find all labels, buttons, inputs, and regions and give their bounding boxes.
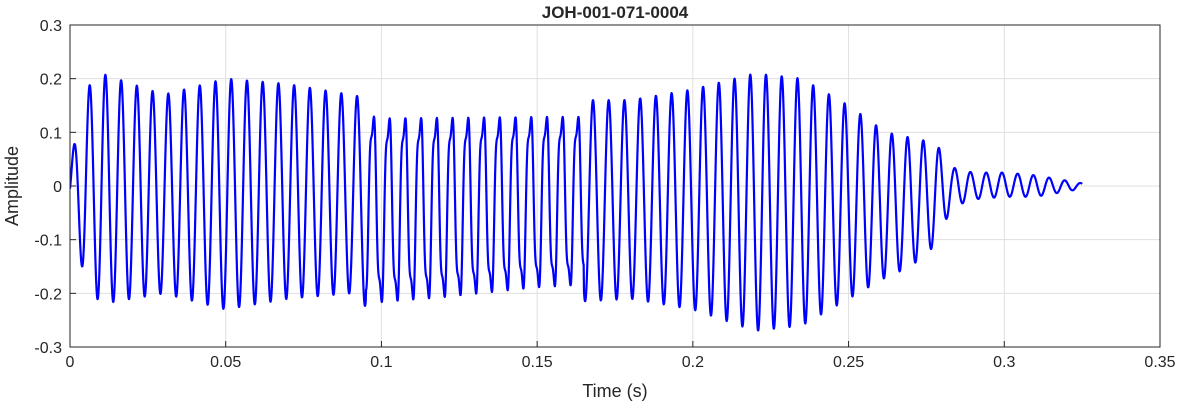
y-tick-label: 0.3 [40, 18, 62, 35]
y-tick-label: -0.2 [34, 286, 62, 303]
x-tick-label: 0.3 [993, 354, 1015, 371]
x-tick-label: 0.35 [1144, 354, 1175, 371]
y-axis-label: Amplitude [2, 146, 22, 226]
signal-series-line [70, 73, 1083, 332]
x-tick-label: 0.1 [370, 354, 392, 371]
chart-title: JOH-001-071-0004 [542, 3, 689, 22]
y-tick-label: -0.1 [34, 233, 62, 250]
x-tick-label: 0.15 [522, 354, 553, 371]
axis-ticks: 0 0.05 0.1 0.15 0.2 0.25 0.3 0.35 -0.3 -0.2 -0.1 0 0… [34, 18, 1175, 371]
y-tick-label: 0 [53, 179, 62, 196]
x-tick-label: 0.25 [833, 354, 864, 371]
x-tick-label: 0.2 [682, 354, 704, 371]
x-axis-label: Time (s) [582, 381, 647, 401]
x-tick-label: 0.05 [210, 354, 241, 371]
y-tick-label: 0.2 [40, 72, 62, 89]
y-tick-label: -0.3 [34, 340, 62, 357]
x-tick-label: 0 [66, 354, 75, 371]
y-tick-label: 0.1 [40, 125, 62, 142]
